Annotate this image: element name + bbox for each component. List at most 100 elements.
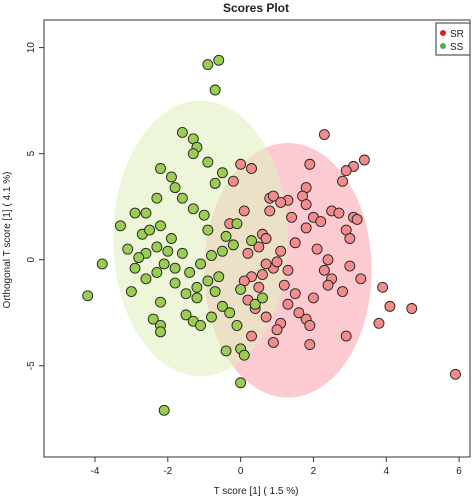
- data-point-sr: [322, 254, 334, 266]
- data-point-ss: [220, 345, 232, 357]
- data-point-sr: [275, 245, 287, 257]
- data-point-ss: [216, 167, 228, 179]
- data-point-ss: [202, 224, 214, 236]
- data-point-sr: [246, 330, 257, 342]
- data-point-ss: [155, 296, 166, 308]
- data-point-ss: [187, 148, 199, 160]
- data-point-ss: [257, 292, 268, 304]
- data-point-ss: [155, 326, 166, 338]
- x-axis: -4 -2 0 2 4 6: [91, 457, 462, 477]
- data-point-ss: [191, 292, 203, 304]
- data-point-ss: [176, 247, 188, 259]
- data-point-sr: [253, 281, 265, 293]
- legend-box: [435, 22, 471, 56]
- data-point-sr: [242, 247, 254, 259]
- data-point-sr: [267, 190, 279, 202]
- y-tick-label: -5: [26, 361, 37, 370]
- data-point-sr: [267, 336, 279, 348]
- data-point-ss: [209, 177, 221, 189]
- data-point-sr: [449, 368, 461, 380]
- data-point-sr: [322, 279, 334, 291]
- data-point-ss: [213, 271, 225, 283]
- data-point-ss: [216, 245, 228, 257]
- x-tick-label: -2: [163, 466, 172, 477]
- data-point-ss: [162, 245, 174, 257]
- data-point-ss: [151, 192, 163, 204]
- data-point-ss: [227, 239, 239, 251]
- plot-frame: [43, 19, 471, 458]
- data-point-ss: [133, 252, 145, 264]
- data-point-ss: [176, 126, 188, 138]
- data-point-ss: [231, 320, 243, 331]
- points-layer: [82, 54, 461, 416]
- data-point-sr: [260, 258, 272, 270]
- data-point-sr: [318, 264, 330, 276]
- data-point-sr: [337, 286, 349, 297]
- data-point-sr: [264, 205, 276, 217]
- data-point-sr: [238, 205, 250, 217]
- data-point-ss: [249, 298, 261, 310]
- data-point-sr: [235, 158, 247, 170]
- data-point-ss: [115, 220, 126, 232]
- data-point-sr: [344, 233, 356, 244]
- legend-marker-sr: [440, 30, 446, 36]
- data-point-ss: [206, 311, 217, 323]
- data-point-ss: [220, 230, 232, 242]
- data-point-sr: [384, 300, 396, 312]
- data-point-ss: [213, 54, 225, 66]
- data-point-ss: [224, 307, 236, 319]
- y-tick-label: 0: [26, 256, 37, 262]
- data-point-sr: [286, 211, 298, 223]
- data-point-ss: [129, 207, 141, 219]
- data-point-ss: [169, 182, 181, 194]
- data-point-ss: [165, 171, 177, 183]
- data-point-ss: [202, 275, 214, 287]
- data-point-sr: [304, 158, 316, 170]
- x-axis-label: T score [1] ( 1.5 %): [214, 486, 299, 497]
- data-point-ss: [125, 286, 137, 297]
- data-point-sr: [406, 303, 418, 314]
- data-point-sr: [358, 154, 370, 166]
- data-point-sr: [333, 207, 345, 219]
- data-point-ss: [82, 290, 94, 302]
- data-point-sr: [318, 129, 330, 141]
- data-point-sr: [377, 281, 389, 293]
- data-point-ss: [169, 277, 181, 289]
- data-point-ss: [216, 300, 228, 312]
- x-tick-label: 4: [383, 466, 389, 477]
- data-point-ss: [235, 377, 247, 389]
- data-point-ss: [231, 218, 243, 230]
- data-point-ss: [147, 313, 159, 325]
- data-point-sr: [282, 298, 294, 310]
- y-tick-label: 10: [26, 42, 37, 54]
- data-point-ss: [206, 250, 217, 261]
- data-point-sr: [278, 279, 290, 291]
- data-point-sr: [311, 243, 323, 255]
- data-point-sr: [271, 324, 283, 336]
- data-point-sr: [304, 320, 316, 331]
- data-point-sr: [337, 175, 349, 187]
- legend-label-sr: SR: [450, 29, 464, 40]
- data-point-sr: [315, 216, 327, 227]
- data-point-sr: [304, 339, 316, 351]
- data-point-ss: [184, 266, 196, 278]
- y-tick-label: 5: [26, 150, 37, 156]
- data-point-sr: [300, 199, 312, 211]
- data-point-sr: [307, 292, 319, 304]
- legend: SR SS: [435, 22, 471, 56]
- data-point-ss: [180, 288, 192, 300]
- data-point-sr: [260, 233, 272, 244]
- data-point-ss: [144, 224, 156, 236]
- data-point-ss: [122, 243, 134, 255]
- y-axis: -5 0 5 10: [26, 42, 44, 370]
- data-point-sr: [300, 222, 312, 234]
- legend-label-ss: SS: [450, 42, 464, 53]
- data-point-sr: [355, 273, 367, 285]
- data-point-sr: [340, 330, 352, 342]
- data-point-ss: [195, 258, 207, 270]
- data-point-ss: [151, 241, 163, 253]
- data-point-ss: [209, 286, 221, 297]
- data-point-ss: [198, 209, 210, 221]
- data-point-ss: [238, 349, 250, 361]
